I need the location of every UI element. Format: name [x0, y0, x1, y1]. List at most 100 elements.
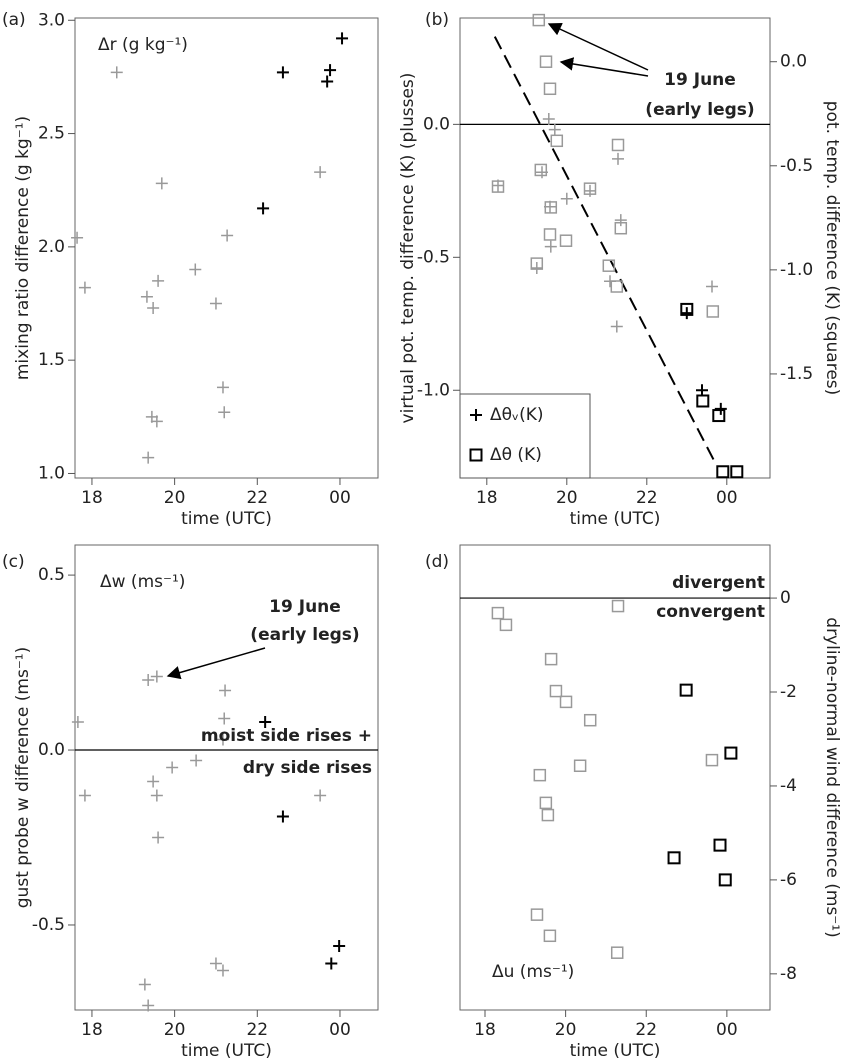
point: [614, 221, 628, 235]
plot-frame: [459, 17, 771, 479]
y-tick-label: 2.5: [38, 124, 65, 144]
point: [218, 712, 231, 725]
point: [667, 851, 681, 865]
point: [584, 184, 596, 197]
point: [696, 394, 710, 408]
y-tick-label: -1.5: [780, 364, 813, 384]
annotation: convergent: [656, 602, 765, 622]
y-tick-label: -8: [780, 964, 797, 984]
plot-frame: [74, 544, 379, 1011]
point: [259, 716, 272, 729]
x-axis-label: time (UTC): [570, 509, 661, 529]
point: [714, 402, 727, 415]
point: [138, 978, 151, 991]
point: [71, 231, 84, 244]
y-tick-label: 3.0: [38, 10, 65, 30]
point: [314, 166, 327, 179]
point: [583, 713, 597, 727]
point: [573, 759, 587, 773]
point: [712, 409, 726, 423]
point: [718, 873, 732, 887]
x-tick-label: 00: [716, 1020, 738, 1040]
point: [541, 808, 555, 822]
point: [532, 13, 546, 27]
point: [221, 229, 234, 242]
point: [542, 113, 555, 126]
x-tick-label: 22: [246, 1020, 268, 1040]
point: [602, 259, 616, 272]
point: [147, 775, 160, 788]
x-tick-label: 18: [81, 488, 103, 508]
point: [152, 831, 165, 844]
point: [550, 134, 564, 148]
arrow: [547, 22, 649, 71]
point: [610, 280, 624, 293]
point: [216, 381, 229, 394]
point: [539, 796, 553, 810]
y-axis-label: mixing ratio difference (g kg⁻¹): [13, 116, 33, 380]
point: [611, 138, 625, 152]
point: [150, 670, 163, 683]
point: [209, 957, 222, 970]
point: [276, 66, 289, 79]
y-tick-label: -4: [780, 776, 797, 796]
y-tick-label: -0.5: [32, 915, 65, 935]
legend-label: Δθ (K): [490, 445, 542, 465]
point: [543, 929, 557, 943]
plot-frame: [74, 17, 379, 479]
point: [219, 684, 232, 697]
point: [71, 716, 84, 729]
point: [544, 240, 557, 253]
point: [539, 55, 553, 68]
point: [544, 201, 558, 214]
y-tick-label: 0.0: [423, 114, 450, 134]
point: [499, 618, 513, 632]
point: [150, 415, 163, 428]
point: [680, 302, 694, 316]
point: [724, 746, 738, 760]
y-tick-label: 0: [780, 588, 791, 608]
point: [611, 599, 625, 613]
point: [730, 465, 744, 479]
point: [150, 789, 163, 802]
point: [189, 263, 202, 276]
x-tick-label: 22: [635, 1020, 657, 1040]
point: [679, 683, 693, 697]
point: [543, 82, 557, 96]
y-tick-label: 0.5: [38, 565, 65, 585]
legend-box: [459, 393, 591, 479]
arrow: [166, 647, 266, 680]
point: [218, 406, 231, 419]
point: [166, 761, 179, 774]
x-tick-label: 18: [476, 488, 498, 508]
point: [533, 768, 547, 782]
point: [78, 281, 91, 294]
y-tick-label: 1.0: [38, 463, 65, 483]
x-tick-label: 22: [246, 488, 268, 508]
y-tick-label: 0.0: [38, 740, 65, 760]
point: [705, 753, 719, 767]
x-tick-label: 20: [555, 1020, 577, 1040]
x-axis-label: time (UTC): [181, 1041, 272, 1061]
point: [78, 789, 91, 802]
point: [314, 789, 327, 802]
x-tick-label: 20: [164, 1020, 186, 1040]
y-tick-label: -6: [780, 870, 797, 890]
point: [209, 297, 222, 310]
x-tick-label: 20: [556, 488, 578, 508]
panel-label: (b): [425, 10, 449, 30]
annotation: dry side rises: [243, 758, 372, 778]
point: [110, 66, 123, 79]
point: [543, 228, 557, 241]
plot-frame: [459, 544, 771, 1011]
x-tick-label: 18: [81, 1020, 103, 1040]
y2-axis-label: pot. temp. difference (K) (squares): [822, 101, 842, 396]
point: [257, 202, 270, 215]
annotation: 19 June: [664, 70, 736, 90]
y-tick-label: -2: [780, 682, 797, 702]
legend-label: Δθᵥ(K): [490, 405, 544, 425]
y-tick-label: 2.0: [38, 237, 65, 257]
legend-marker: [469, 448, 483, 462]
y-tick-label: -0.5: [417, 247, 450, 267]
